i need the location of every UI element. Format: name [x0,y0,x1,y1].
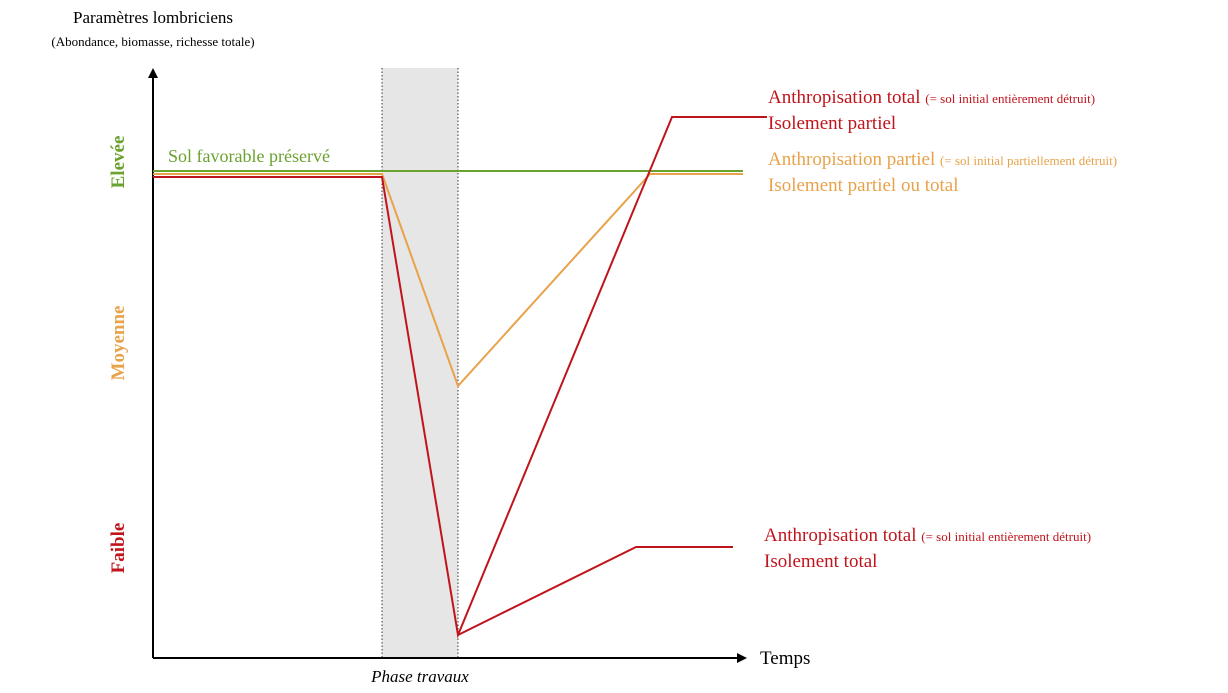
curve-orange [153,173,743,388]
note: (= sol initial entièrement détruit) [921,529,1091,544]
level: Faible [108,523,129,574]
curve-red-top [153,116,767,639]
y-subtitle: (Abondance, biomasse, richesse totale) [51,34,254,49]
note: (= sol initial entièrement détruit) [925,91,1095,106]
curve-label: Sol favorable préservé [168,146,330,166]
note: (= sol initial partiellement détruit) [940,153,1117,168]
curve-red-bottom [457,546,733,636]
curve-label: Isolement total [764,551,877,572]
curve-label: Isolement partiel ou total [768,175,958,196]
y-title: Paramètres lombriciens [73,8,233,27]
curve-label: Anthropisation total (= sol initial enti… [768,87,1095,108]
phase-label: Phase travaux [370,667,469,686]
curve-label: Isolement partiel [768,113,896,134]
label: Anthropisation partiel [768,149,935,170]
x-label: Temps [760,648,810,669]
curve-label: Anthropisation total (= sol initial enti… [764,525,1091,546]
level: Moyenne [108,306,129,381]
label: Anthropisation total [764,525,917,546]
level: Elevée [108,136,129,189]
label: Anthropisation total [768,87,921,108]
curve-label: Anthropisation partiel (= sol initial pa… [768,149,1117,170]
